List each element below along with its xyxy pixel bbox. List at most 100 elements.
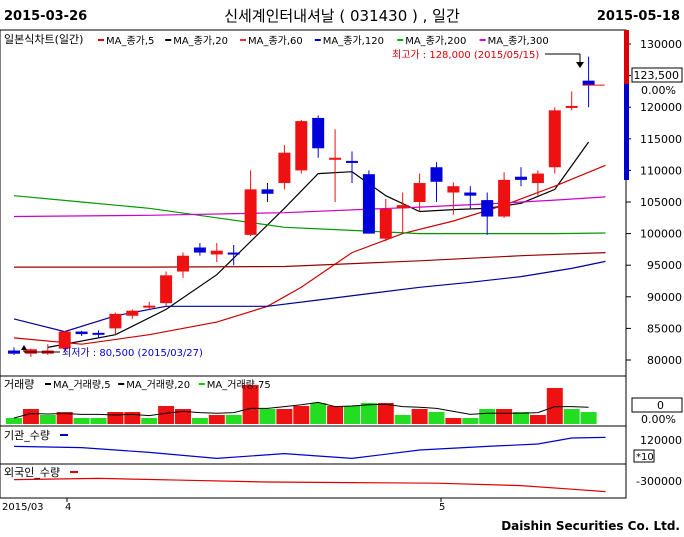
volume-bar	[580, 412, 597, 424]
volume-bar	[445, 418, 462, 424]
volume-bar	[259, 409, 276, 424]
legend-item-label: MA_거래량,20	[126, 379, 190, 391]
volume-change-label: 0.00%	[641, 413, 676, 426]
volume-legend-label: 거래량	[4, 378, 34, 391]
price-tick-label: 120000	[640, 101, 682, 114]
legend-item-label: MA_종가,20	[173, 35, 228, 47]
candle-body	[75, 331, 88, 335]
low-label: 최저가 : 80,500 (2015/03/27)	[62, 347, 203, 359]
current-price-label: 123,500	[634, 69, 680, 82]
legend-item-label: MA_종가,120	[323, 35, 384, 47]
candle-body	[481, 200, 494, 217]
volume-ma-line	[13, 401, 589, 419]
volume-bar	[39, 415, 56, 424]
volume-bar	[462, 418, 479, 424]
volume-bar	[529, 415, 546, 424]
candle-body	[447, 186, 460, 193]
x-label-may: 5	[439, 502, 445, 513]
candle-body	[92, 332, 105, 335]
candle-body	[548, 110, 561, 168]
unit-box	[633, 449, 655, 463]
foreign-series	[13, 477, 606, 493]
institution-legend-label: 기관_수량	[4, 429, 50, 442]
volume-bar	[276, 409, 293, 424]
candle-body	[312, 117, 325, 149]
candle-body	[295, 121, 308, 171]
legend-item-label: MA_종가,5	[106, 35, 154, 47]
volume-bar	[56, 412, 73, 424]
legend-item-label: MA_거래량,75	[207, 379, 271, 391]
price-tick-label: 80000	[647, 354, 682, 367]
candle-body	[143, 305, 156, 308]
ma-line	[14, 252, 606, 268]
volume-legend: 거래량 MA_거래량,5 MA_거래량,20 MA_거래량,75	[4, 378, 271, 391]
volume-bar	[6, 418, 22, 424]
volume-bar	[141, 418, 158, 424]
candle-body	[329, 157, 342, 160]
candle-body	[58, 331, 71, 349]
volume-bar	[360, 403, 377, 424]
candle-body	[346, 160, 358, 163]
price-tick-label: 110000	[640, 164, 682, 177]
candle-body	[210, 250, 223, 255]
chart-title: 신세계인터내셔날 ( 031430 ) , 일간	[224, 7, 460, 25]
candle-body	[396, 205, 409, 209]
candle-body	[8, 350, 20, 354]
end-date: 2015-05-18	[597, 9, 680, 24]
candle-body	[565, 105, 578, 108]
main-legend: 일본식차트(일간) MA_종가,5 MA_종가,20 MA_종가,60 MA_종가,1…	[4, 32, 549, 47]
candle-body	[177, 255, 189, 272]
price-tick-label: 100000	[640, 228, 682, 241]
price-tick-label: 90000	[647, 291, 682, 304]
volume-bar	[158, 406, 175, 424]
price-scale-up-bar	[624, 30, 629, 84]
volume-bar	[73, 418, 90, 424]
volume-bar	[411, 409, 428, 424]
x-label-april: 4	[65, 502, 71, 513]
candle-body	[515, 176, 527, 180]
candle-body	[531, 173, 544, 184]
candle-body	[244, 189, 257, 235]
candle-body	[362, 174, 375, 234]
high-label: 최고가 : 128,000 (2015/05/15)	[392, 49, 539, 61]
volume-bar	[327, 406, 344, 424]
foreign-line	[13, 477, 606, 493]
price-tick-label: 105000	[640, 196, 682, 209]
volume-bar	[310, 403, 327, 424]
volume-bar	[191, 418, 208, 424]
price-change-label: 0.00%	[641, 84, 676, 97]
foreign-tick: -300000	[636, 475, 682, 488]
candle-body	[193, 247, 206, 253]
x-label-march: 2015/03	[2, 502, 44, 513]
footer-brand: Daishin Securities Co. Ltd.	[501, 519, 680, 533]
price-tick-label: 115000	[640, 133, 682, 146]
candle-body	[498, 179, 511, 217]
institution-line	[13, 436, 606, 460]
foreign-legend-label: 외국인_수량	[4, 466, 60, 479]
candle-body	[160, 275, 173, 304]
volume-bars	[6, 385, 597, 424]
candle-body	[261, 189, 274, 194]
start-date: 2015-03-26	[4, 9, 87, 24]
institution-tick: 120000	[640, 434, 682, 447]
volume-bar	[90, 418, 107, 424]
volume-bar	[479, 409, 496, 424]
candle-body	[430, 167, 443, 182]
volume-bar	[513, 412, 529, 424]
candle-body	[379, 208, 392, 239]
legend-item-label: MA_종가,300	[488, 35, 549, 47]
volume-bar	[394, 415, 411, 424]
candle-body	[109, 313, 122, 329]
candle-body	[278, 152, 291, 184]
candle-body	[126, 310, 139, 316]
candle-body	[464, 192, 477, 196]
candle-body	[413, 183, 426, 202]
volume-bar	[344, 406, 360, 424]
legend-item-label: MA_종가,200	[405, 35, 466, 47]
volume-bar	[124, 412, 141, 424]
institution-series	[13, 436, 606, 460]
volume-bar	[546, 388, 563, 424]
current-price-box	[631, 67, 683, 83]
panel-frames	[0, 29, 627, 499]
